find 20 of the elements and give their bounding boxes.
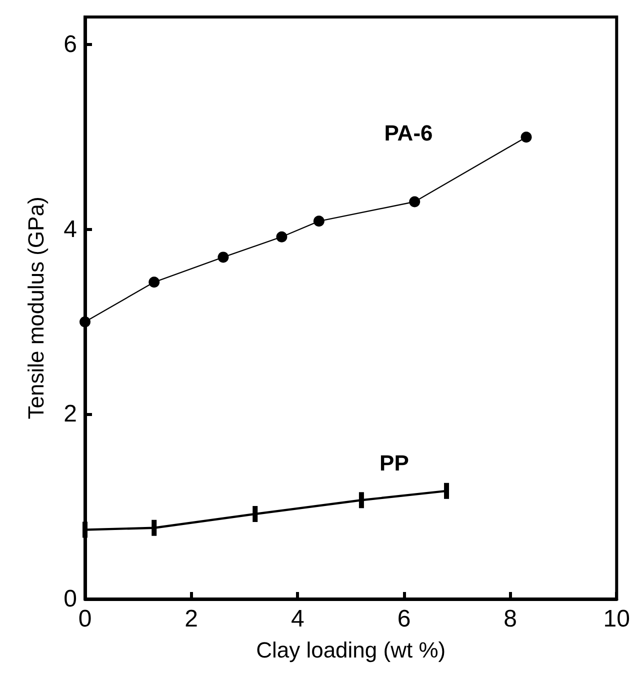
y-tick-label: 0: [64, 586, 77, 612]
point: [313, 216, 324, 227]
x-tick-label: 4: [290, 606, 304, 632]
x-tick-label: 10: [603, 606, 630, 632]
point: [520, 132, 532, 143]
y-axis-title: Tensile modulus (GPa): [24, 196, 48, 420]
y-tick-label: 2: [64, 400, 77, 428]
point: [409, 196, 420, 208]
point: [276, 231, 288, 242]
point: [218, 252, 229, 263]
series-label: PA-6: [384, 120, 433, 146]
point: [148, 276, 160, 288]
x-tick-label: 2: [184, 606, 198, 632]
point: [80, 316, 90, 328]
y-tick-label: 6: [64, 31, 77, 58]
series-label: PP: [380, 450, 409, 476]
y-tick-label: 4: [64, 216, 77, 243]
x-tick-label: 6: [397, 606, 411, 632]
x-axis-title: Clay loading (wt %): [256, 638, 446, 662]
x-tick-label: 8: [504, 606, 517, 632]
